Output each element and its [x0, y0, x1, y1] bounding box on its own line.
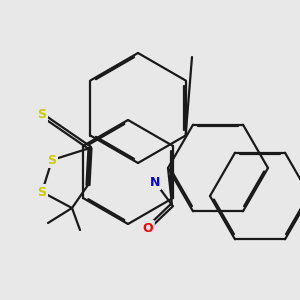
- Text: S: S: [38, 109, 46, 122]
- Text: S: S: [47, 154, 56, 166]
- Text: O: O: [143, 221, 153, 235]
- Text: N: N: [150, 176, 160, 188]
- Text: S: S: [38, 185, 46, 199]
